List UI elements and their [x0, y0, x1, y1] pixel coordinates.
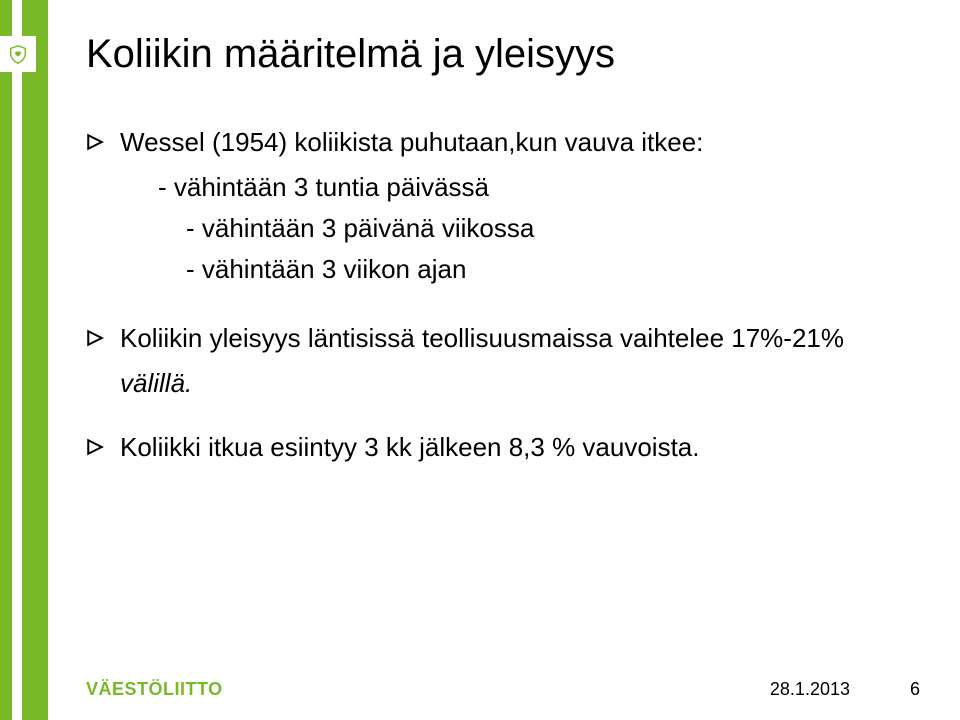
bullet-text: Wessel (1954) koliikista puhutaan,kun va…: [120, 127, 703, 157]
left-accent-bar-thin: [0, 0, 12, 720]
footer: VÄESTÖLIITTO 28.1.2013 6: [86, 679, 920, 700]
left-accent-bar-wide: [22, 0, 48, 720]
footer-date: 28.1.2013: [770, 679, 850, 700]
bullet-item: Koliikki itkua esiintyy 3 kk jälkeen 8,3…: [86, 430, 920, 465]
sub-bullet: - vähintään 3 viikon ajan: [86, 252, 920, 287]
triangle-bullet-icon: [86, 133, 104, 151]
content-area: Koliikin määritelmä ja yleisyys Wessel (…: [86, 32, 920, 475]
bullet-item: Koliikin yleisyys läntisissä teollisuusm…: [86, 321, 920, 356]
sub-bullet: - vähintään 3 tuntia päivässä: [86, 170, 920, 205]
triangle-bullet-icon: [86, 329, 104, 347]
triangle-bullet-icon: [86, 438, 104, 456]
bullet-item: Wessel (1954) koliikista puhutaan,kun va…: [86, 125, 920, 160]
footer-org: VÄESTÖLIITTO: [86, 679, 223, 700]
footer-meta: 28.1.2013 6: [770, 679, 920, 700]
bullet-continuation: välillä.: [86, 366, 920, 401]
logo-badge: [0, 36, 36, 72]
slide: Koliikin määritelmä ja yleisyys Wessel (…: [0, 0, 960, 720]
bullet-list: Wessel (1954) koliikista puhutaan,kun va…: [86, 125, 920, 465]
heart-shield-icon: [7, 43, 29, 65]
footer-page-number: 6: [910, 679, 920, 700]
page-title: Koliikin määritelmä ja yleisyys: [86, 32, 920, 77]
bullet-text: Koliikin yleisyys läntisissä teollisuusm…: [120, 323, 844, 353]
sub-bullet: - vähintään 3 päivänä viikossa: [86, 211, 920, 246]
bullet-text: Koliikki itkua esiintyy 3 kk jälkeen 8,3…: [120, 432, 700, 462]
